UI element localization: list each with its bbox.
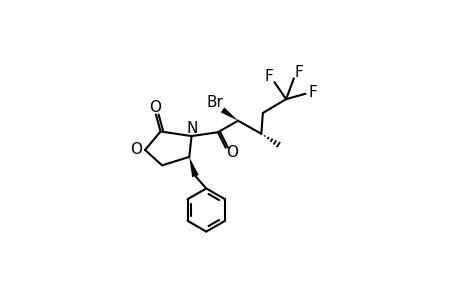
Text: N: N [186,121,198,136]
Polygon shape [220,107,238,121]
Text: F: F [264,68,273,83]
Text: O: O [225,145,237,160]
Text: F: F [308,85,316,100]
Text: O: O [149,100,161,115]
Text: O: O [130,142,142,158]
Text: F: F [294,65,303,80]
Polygon shape [189,157,198,177]
Text: Br: Br [206,95,223,110]
